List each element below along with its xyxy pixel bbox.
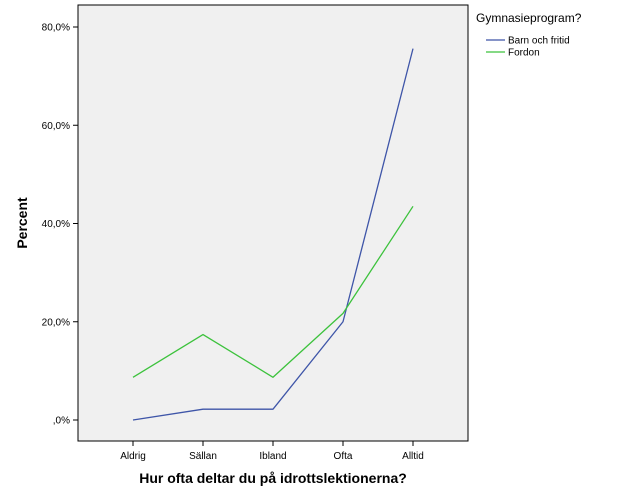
series-line-1 [132, 48, 414, 421]
y-axis-title: Percent [14, 197, 30, 249]
x-tick-label: Sällan [189, 451, 217, 462]
x-tick-label: Aldrig [120, 451, 146, 462]
series-line-2 [132, 205, 414, 378]
x-axis: Aldrig Sällan Ibland Ofta Alltid [120, 441, 424, 462]
y-tick-label: 80,0% [42, 23, 70, 34]
y-tick-label: 20,0% [42, 317, 70, 328]
x-tick-label: Alltid [402, 451, 424, 462]
legend-label: Fordon [508, 48, 540, 59]
legend-title: Gymnasieprogram? [476, 11, 582, 25]
series-lines [132, 48, 414, 421]
legend-label: Barn och fritid [508, 36, 570, 47]
y-tick-label: 40,0% [42, 219, 70, 230]
x-tick-label: Ofta [334, 451, 353, 462]
y-axis: ,0% 20,0% 40,0% 60,0% 80,0% [42, 23, 78, 427]
x-tick-label: Ibland [259, 451, 286, 462]
x-axis-title: Hur ofta deltar du på idrottslektionerna… [139, 470, 407, 486]
y-tick-label: 60,0% [42, 121, 70, 132]
y-tick-label: ,0% [53, 416, 70, 427]
plot-area [77, 4, 469, 442]
